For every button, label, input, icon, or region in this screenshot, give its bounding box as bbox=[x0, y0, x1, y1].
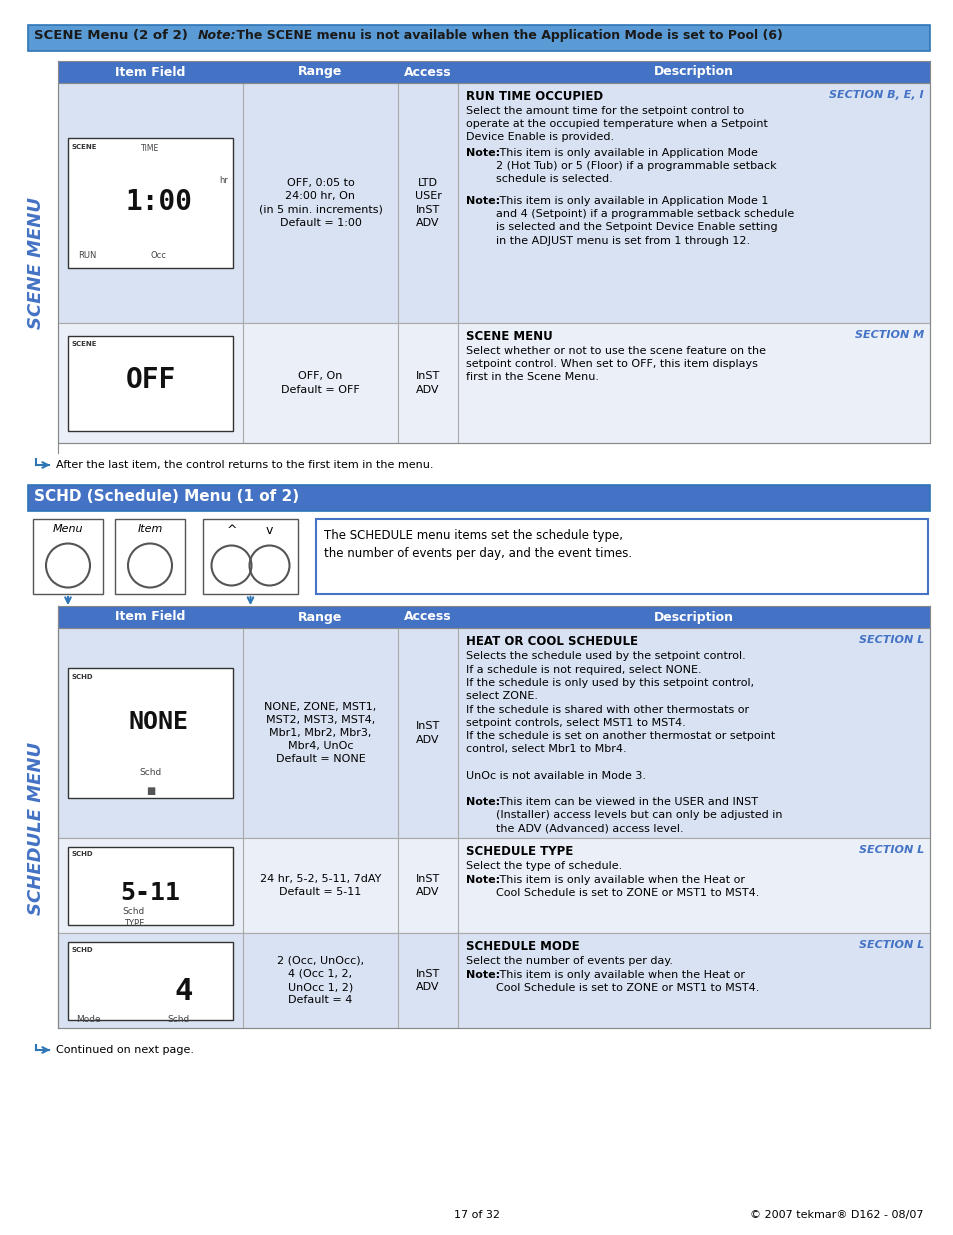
Text: Mode: Mode bbox=[76, 1014, 100, 1024]
Text: LTD
USEr
InST
ADV: LTD USEr InST ADV bbox=[415, 178, 441, 227]
Text: Range: Range bbox=[298, 610, 342, 624]
Text: SCENE: SCENE bbox=[71, 144, 97, 149]
Bar bbox=[203, 519, 297, 594]
Text: TIME: TIME bbox=[141, 144, 159, 153]
Text: InST
ADV: InST ADV bbox=[416, 874, 439, 897]
Text: NONE: NONE bbox=[129, 710, 189, 734]
Text: RUN TIME OCCUPIED: RUN TIME OCCUPIED bbox=[465, 90, 602, 103]
Text: SECTION M: SECTION M bbox=[854, 330, 923, 340]
Text: Occ: Occ bbox=[151, 251, 167, 261]
Text: 4: 4 bbox=[174, 977, 193, 1005]
Text: HEAT OR COOL SCHEDULE: HEAT OR COOL SCHEDULE bbox=[465, 635, 638, 648]
Text: TYPE: TYPE bbox=[124, 920, 144, 929]
Bar bbox=[58, 61, 929, 83]
Text: SCHD (Schedule) Menu (1 of 2): SCHD (Schedule) Menu (1 of 2) bbox=[34, 489, 299, 504]
Text: ■: ■ bbox=[146, 785, 155, 797]
Text: SCENE Menu (2 of 2): SCENE Menu (2 of 2) bbox=[34, 28, 193, 42]
Text: Select whether or not to use the scene feature on the
setpoint control. When set: Select whether or not to use the scene f… bbox=[465, 346, 765, 383]
Bar bbox=[68, 336, 233, 431]
Text: hr: hr bbox=[219, 177, 228, 185]
Text: Item Field: Item Field bbox=[115, 610, 186, 624]
Text: Note:: Note: bbox=[198, 28, 236, 42]
Bar bbox=[315, 519, 927, 594]
Text: Schd: Schd bbox=[139, 768, 161, 777]
Bar bbox=[58, 324, 929, 443]
Text: Select the amount time for the setpoint control to
operate at the occupied tempe: Select the amount time for the setpoint … bbox=[465, 106, 767, 142]
Text: The SCHEDULE menu items set the schedule type,
the number of events per day, and: The SCHEDULE menu items set the schedule… bbox=[324, 529, 632, 559]
Text: Item Field: Item Field bbox=[115, 65, 186, 79]
Text: Continued on next page.: Continued on next page. bbox=[56, 1045, 193, 1055]
Text: InST
ADV: InST ADV bbox=[416, 969, 439, 992]
Bar bbox=[58, 839, 929, 932]
Text: Note:: Note: bbox=[465, 876, 499, 885]
Text: This item can be viewed in the USER and INST
(Installer) access levels but can o: This item can be viewed in the USER and … bbox=[496, 797, 781, 834]
Bar bbox=[58, 932, 929, 1028]
Bar bbox=[58, 83, 929, 324]
Text: SCHD: SCHD bbox=[71, 851, 93, 857]
Text: SCENE MENU: SCENE MENU bbox=[27, 198, 45, 329]
Text: Select the type of schedule.: Select the type of schedule. bbox=[465, 861, 621, 871]
Text: SCHD: SCHD bbox=[71, 674, 93, 680]
Text: 1:00: 1:00 bbox=[125, 188, 193, 216]
Text: Schd: Schd bbox=[123, 906, 145, 915]
Text: This item is only available in Application Mode 1
and 4 (Setpoint) if a programm: This item is only available in Applicati… bbox=[496, 196, 794, 246]
Text: If a schedule is not required, select NONE.
If the schedule is only used by this: If a schedule is not required, select NO… bbox=[465, 664, 775, 781]
Bar bbox=[28, 485, 929, 511]
Text: OFF: OFF bbox=[125, 366, 175, 394]
Bar bbox=[33, 519, 103, 594]
Text: Note:: Note: bbox=[465, 969, 499, 981]
Bar bbox=[58, 629, 929, 839]
Text: Description: Description bbox=[654, 610, 733, 624]
Text: InST
ADV: InST ADV bbox=[416, 721, 439, 745]
Text: SCHEDULE MENU: SCHEDULE MENU bbox=[27, 741, 45, 915]
Text: SCENE MENU: SCENE MENU bbox=[465, 330, 552, 343]
Bar bbox=[28, 25, 929, 51]
Bar bbox=[68, 138, 233, 268]
Text: Menu: Menu bbox=[52, 524, 83, 534]
Text: Description: Description bbox=[654, 65, 733, 79]
Text: RUN: RUN bbox=[78, 251, 96, 261]
Text: SCHD: SCHD bbox=[71, 946, 93, 952]
Text: NONE, ZONE, MST1,
MST2, MST3, MST4,
Mbr1, Mbr2, Mbr3,
Mbr4, UnOc
Default = NONE: NONE, ZONE, MST1, MST2, MST3, MST4, Mbr1… bbox=[264, 701, 376, 764]
Text: OFF, On
Default = OFF: OFF, On Default = OFF bbox=[281, 372, 359, 395]
Text: © 2007 tekmar® D162 - 08/07: © 2007 tekmar® D162 - 08/07 bbox=[750, 1210, 923, 1220]
Text: Note:: Note: bbox=[465, 797, 499, 806]
Text: OFF, 0:05 to
24:00 hr, On
(in 5 min. increments)
Default = 1:00: OFF, 0:05 to 24:00 hr, On (in 5 min. inc… bbox=[258, 178, 382, 227]
Text: Note:: Note: bbox=[465, 196, 499, 206]
Text: ^: ^ bbox=[226, 524, 236, 537]
Text: SECTION L: SECTION L bbox=[858, 635, 923, 645]
Bar bbox=[115, 519, 185, 594]
Text: Note:: Note: bbox=[465, 148, 499, 158]
Text: SECTION L: SECTION L bbox=[858, 940, 923, 950]
Text: The SCENE menu is not available when the Application Mode is set to Pool (6): The SCENE menu is not available when the… bbox=[232, 28, 782, 42]
Text: InST
ADV: InST ADV bbox=[416, 372, 439, 395]
Text: This item is only available when the Heat or
Cool Schedule is set to ZONE or MST: This item is only available when the Hea… bbox=[496, 876, 759, 898]
Text: Access: Access bbox=[404, 65, 452, 79]
Bar bbox=[68, 668, 233, 798]
Text: 24 hr, 5-2, 5-11, 7dAY
Default = 5-11: 24 hr, 5-2, 5-11, 7dAY Default = 5-11 bbox=[259, 874, 381, 897]
Text: Select the number of events per day.: Select the number of events per day. bbox=[465, 956, 672, 966]
Text: This item is only available in Application Mode
2 (Hot Tub) or 5 (Floor) if a pr: This item is only available in Applicati… bbox=[496, 148, 776, 184]
Text: Range: Range bbox=[298, 65, 342, 79]
Bar bbox=[68, 846, 233, 925]
Text: SCHEDULE MODE: SCHEDULE MODE bbox=[465, 940, 579, 953]
Text: SECTION L: SECTION L bbox=[858, 845, 923, 855]
Text: SECTION B, E, I: SECTION B, E, I bbox=[828, 90, 923, 100]
Bar bbox=[68, 941, 233, 1020]
Text: Access: Access bbox=[404, 610, 452, 624]
Text: SCENE: SCENE bbox=[71, 342, 97, 347]
Text: This item is only available when the Heat or
Cool Schedule is set to ZONE or MST: This item is only available when the Hea… bbox=[496, 969, 759, 993]
Bar bbox=[58, 606, 929, 629]
Text: Item: Item bbox=[137, 524, 163, 534]
Text: SCHEDULE TYPE: SCHEDULE TYPE bbox=[465, 845, 573, 858]
Text: After the last item, the control returns to the first item in the menu.: After the last item, the control returns… bbox=[56, 459, 433, 471]
Text: Schd: Schd bbox=[167, 1014, 189, 1024]
Text: 17 of 32: 17 of 32 bbox=[454, 1210, 499, 1220]
Text: Selects the schedule used by the setpoint control.: Selects the schedule used by the setpoin… bbox=[465, 651, 745, 661]
Text: 5-11: 5-11 bbox=[120, 882, 180, 905]
Text: v: v bbox=[266, 524, 273, 537]
Text: 2 (Occ, UnOcc),
4 (Occ 1, 2,
UnOcc 1, 2)
Default = 4: 2 (Occ, UnOcc), 4 (Occ 1, 2, UnOcc 1, 2)… bbox=[276, 956, 364, 1005]
